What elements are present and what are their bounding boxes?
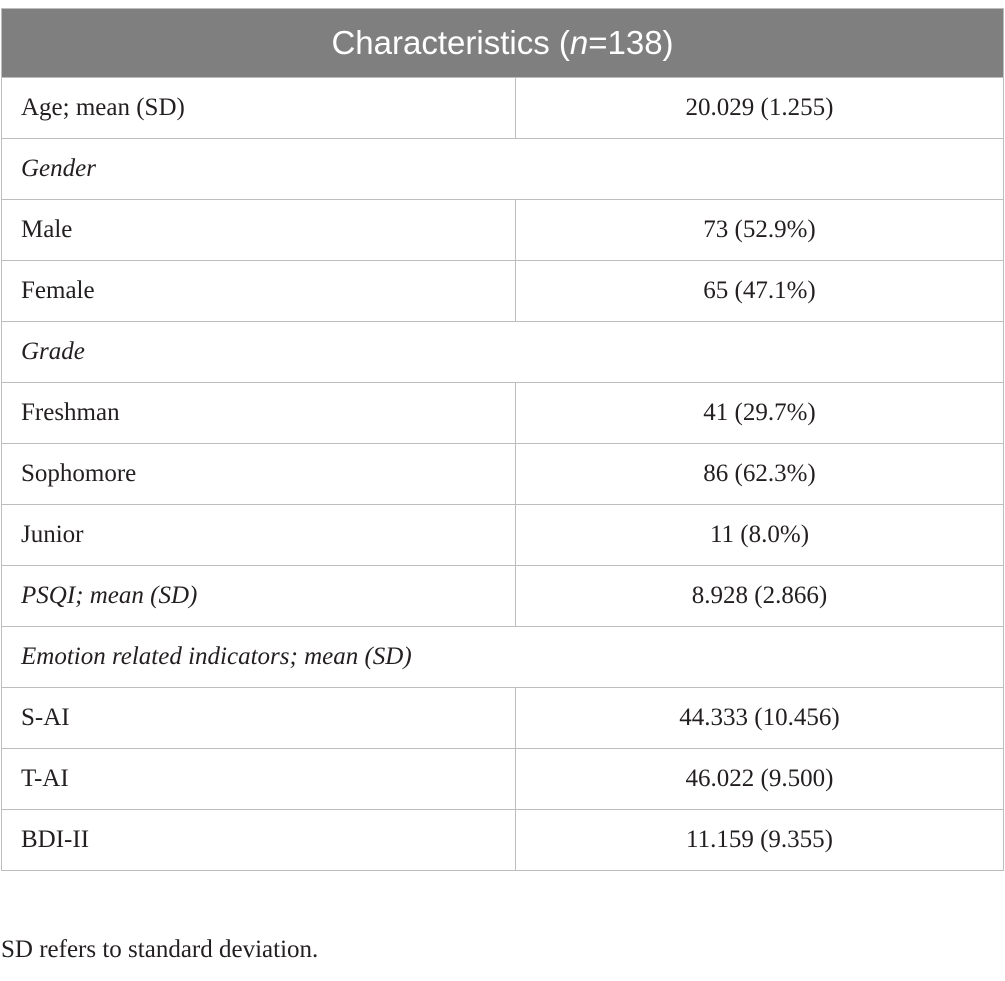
title-prefix: Characteristics ( [331,24,570,61]
row-label-psqi: PSQI; mean (SD) [1,565,516,627]
row-value-psqi: 8.928 (2.866) [514,565,1005,627]
title-suffix: =138) [588,24,674,61]
row-value-sophomore: 86 (62.3%) [514,443,1005,505]
row-label-female: Female [1,260,516,322]
section-row: Grade [0,321,1005,383]
row-label-sophomore: Sophomore [1,443,516,505]
characteristics-table: Characteristics (n=138) Age; mean (SD) 2… [0,8,1005,871]
table-row: S-AI 44.333 (10.456) [1,687,1005,749]
table-row: Male 73 (52.9%) [1,199,1005,261]
table-title: Characteristics (n=138) [0,8,1005,78]
table-row: Sophomore 86 (62.3%) [1,443,1005,505]
row-value-sai: 44.333 (10.456) [514,687,1005,749]
section-emotion: Emotion related indicators; mean (SD) [0,626,1005,688]
row-value-tai: 46.022 (9.500) [514,748,1005,810]
row-value-male: 73 (52.9%) [514,199,1005,261]
table-header-row: Characteristics (n=138) [0,8,1005,78]
row-label-tai: T-AI [1,748,516,810]
row-label-freshman: Freshman [1,382,516,444]
row-value-freshman: 41 (29.7%) [514,382,1005,444]
table-row: Junior 11 (8.0%) [1,504,1005,566]
row-label-age: Age; mean (SD) [1,77,516,139]
section-row: Gender [0,138,1005,200]
row-value-bdi: 11.159 (9.355) [514,809,1005,871]
section-grade: Grade [0,321,1005,383]
row-label-male: Male [1,199,516,261]
table-row: PSQI; mean (SD) 8.928 (2.866) [1,565,1005,627]
table-row: Age; mean (SD) 20.029 (1.255) [1,77,1005,139]
section-row: Emotion related indicators; mean (SD) [0,626,1005,688]
row-value-age: 20.029 (1.255) [514,77,1005,139]
row-label-bdi: BDI-II [1,809,516,871]
table-row: Freshman 41 (29.7%) [1,382,1005,444]
title-n-symbol: n [569,24,589,61]
row-label-sai: S-AI [1,687,516,749]
table-footnote: SD refers to standard deviation. [1,936,319,963]
row-label-junior: Junior [1,504,516,566]
section-gender: Gender [0,138,1005,200]
table-row: T-AI 46.022 (9.500) [1,748,1005,810]
table-row: BDI-II 11.159 (9.355) [1,809,1005,871]
row-value-female: 65 (47.1%) [514,260,1005,322]
table-row: Female 65 (47.1%) [1,260,1005,322]
row-value-junior: 11 (8.0%) [514,504,1005,566]
